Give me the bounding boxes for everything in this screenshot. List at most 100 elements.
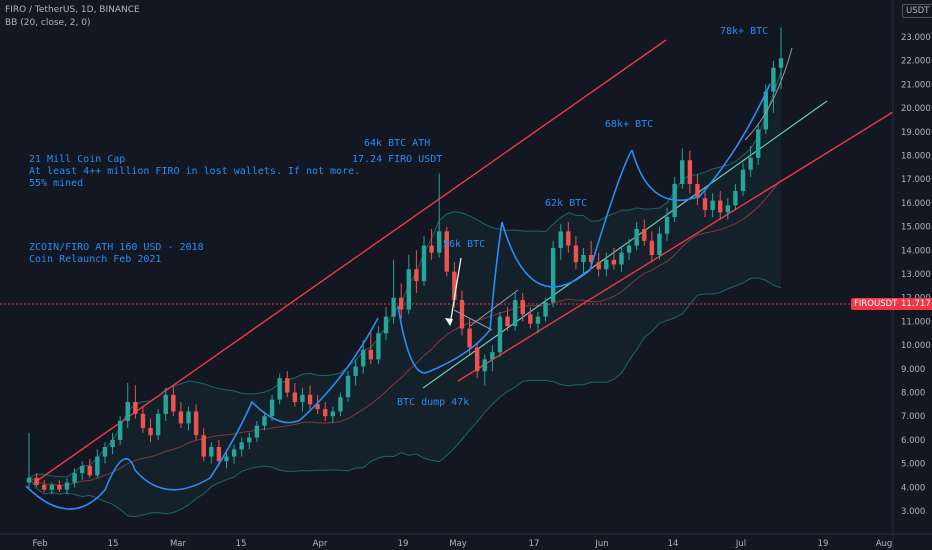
triangle-lower <box>469 289 519 327</box>
symbol-badge: FIROUSDT <box>851 298 901 310</box>
candle-body <box>178 411 184 424</box>
y-tick-label: 19.000 <box>901 128 931 138</box>
candle-body <box>740 169 746 192</box>
annotation-firo-peak: 17.24 FIRO USDT <box>352 154 442 165</box>
candle-body <box>262 416 267 426</box>
triangle-upper <box>453 309 493 331</box>
candle-body <box>725 205 731 213</box>
y-tick-label: 14.000 <box>901 246 931 256</box>
candle-body <box>254 425 260 438</box>
annotation-zcoin-ath: ZCOIN/FIRO ATH 160 USD - 2018 <box>29 242 204 253</box>
candle-body <box>300 394 305 402</box>
annotation-btc-78k: 78k+ BTC <box>720 26 768 37</box>
x-tick-label: 15 <box>236 539 247 549</box>
y-tick-label: 20.000 <box>901 104 931 114</box>
y-tick-label: 6.000 <box>901 436 925 446</box>
candle-body <box>277 378 282 400</box>
candle-body <box>558 231 563 248</box>
candle-body <box>231 449 237 457</box>
candle-body <box>209 447 214 457</box>
currency-unit-badge[interactable]: USDT <box>902 4 932 18</box>
x-tick-label: 15 <box>108 539 119 549</box>
channel-lower-line <box>457 111 894 382</box>
candle-body <box>171 394 176 412</box>
x-tick-label: May <box>449 539 467 549</box>
candle-body <box>490 352 495 360</box>
candle-body <box>680 160 685 184</box>
candle-body <box>224 456 229 462</box>
annotation-mined: 55% mined <box>29 178 83 189</box>
last-price-badge: 11.717 <box>898 298 932 310</box>
candle-body <box>505 316 510 327</box>
candle-body <box>117 420 123 440</box>
candle-body <box>474 347 480 372</box>
candle-body <box>186 411 191 424</box>
candle-body <box>148 428 153 436</box>
candle-body <box>26 477 32 483</box>
candle-body <box>323 409 328 417</box>
bb-basis <box>28 179 782 486</box>
annotations-layer: 21 Mill Coin Cap At least 4++ million FI… <box>29 26 768 408</box>
candle-body <box>133 401 138 414</box>
cup-curve-apr <box>299 317 379 421</box>
candle-body <box>497 316 503 353</box>
candle-body <box>49 484 54 490</box>
cup-curve-jun2 <box>631 83 771 201</box>
candle-body <box>345 375 351 398</box>
y-tick-label: 5.000 <box>901 460 925 470</box>
candle-body <box>588 255 594 263</box>
y-tick-label: 3.000 <box>901 507 925 517</box>
y-tick-label: 17.000 <box>901 175 931 185</box>
y-tick-label: 7.000 <box>901 412 925 422</box>
y-tick-label: 23.000 <box>901 33 931 43</box>
candle-body <box>604 259 609 270</box>
candle-body <box>383 316 389 334</box>
cup-curve-may <box>397 221 503 374</box>
indicator-label[interactable]: BB (20, close, 2, 0) <box>5 18 91 28</box>
candle-body <box>550 247 556 303</box>
channel-upper-line <box>33 39 667 484</box>
fit-curve-jul <box>744 47 793 141</box>
candle-body <box>57 484 62 490</box>
candle-body <box>535 316 541 324</box>
candle-body <box>718 200 723 213</box>
candle-body <box>361 349 366 367</box>
candle-body <box>634 228 639 246</box>
candle-body <box>687 160 693 184</box>
candle-body <box>573 245 579 263</box>
candle-body <box>748 157 753 170</box>
candle-body <box>239 442 244 450</box>
x-tick-label: Aug <box>876 539 893 549</box>
x-tick-label: Mar <box>170 539 187 549</box>
y-tick-label: 11.000 <box>901 317 931 327</box>
x-tick-label: 19 <box>398 539 409 549</box>
candle-body <box>193 411 199 436</box>
candle-body <box>566 231 571 246</box>
candle-body <box>391 297 396 317</box>
bb-lower-band <box>28 277 782 518</box>
candle-body <box>307 394 313 405</box>
y-tick-label: 13.000 <box>901 270 931 280</box>
candle-body <box>482 359 487 372</box>
y-tick-label: 10.000 <box>901 341 931 351</box>
annotation-btc-62k: 62k BTC <box>545 198 587 209</box>
annotation-lost-wallets: At least 4++ million FIRO in lost wallet… <box>29 166 360 177</box>
y-tick-label: 8.000 <box>901 389 925 399</box>
candle-body <box>414 269 419 282</box>
candle-body <box>664 217 670 234</box>
annotation-btc-68k: 68k+ BTC <box>605 119 653 130</box>
candle-body <box>619 252 624 265</box>
chart-title: FIRO / TetherUS, 1D, BINANCE <box>5 5 140 15</box>
candle-body <box>649 240 655 256</box>
candle-body <box>41 484 47 490</box>
candle-body <box>642 228 647 241</box>
y-tick-label: 18.000 <box>901 152 931 162</box>
candle-body <box>338 397 343 412</box>
candle-body <box>125 401 130 421</box>
candle-body <box>163 394 168 414</box>
candle-body <box>95 456 100 476</box>
candle-body <box>110 439 115 448</box>
